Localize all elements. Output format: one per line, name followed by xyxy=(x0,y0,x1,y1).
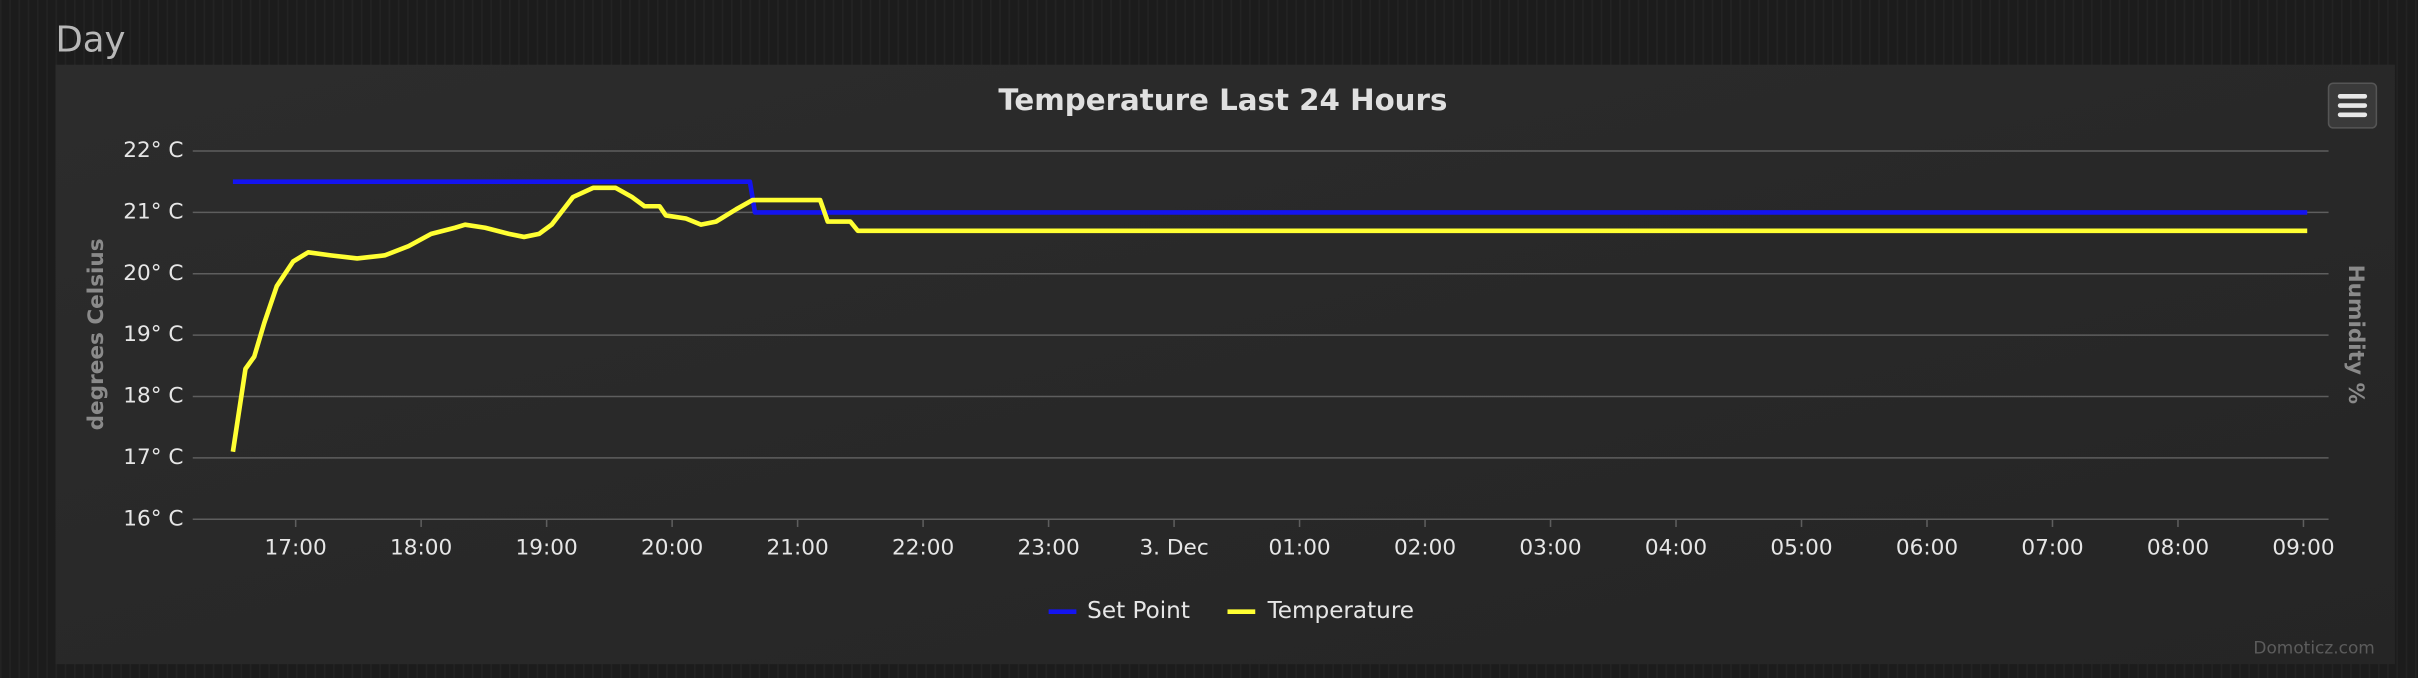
series-line xyxy=(232,179,2308,215)
x-tick-label: 17:00 xyxy=(265,536,327,561)
credit: Domoticz.com xyxy=(2253,638,2374,658)
x-tick-label: 01:00 xyxy=(1268,536,1330,561)
y-tick-label: 22° C xyxy=(123,138,183,163)
section-title: Day xyxy=(56,20,126,61)
menu-icon-bar xyxy=(2337,112,2368,118)
menu-icon-bar xyxy=(2337,93,2368,99)
x-tick-label: 03:00 xyxy=(1519,536,1581,561)
menu-icon-bar xyxy=(2337,103,2368,108)
x-tick-label: 09:00 xyxy=(2272,536,2334,561)
series-line xyxy=(230,185,2308,453)
x-tick-label: 21:00 xyxy=(767,536,829,561)
legend-label: Set Point xyxy=(1087,598,1190,624)
y-axis-title: degrees Celsius xyxy=(84,238,109,430)
plot: 16° C 17° C 18° C 19° C 20° C 21° C 22° C 17:00… xyxy=(123,138,2334,624)
chart-panel xyxy=(55,64,2395,665)
y-tick-label: 20° C xyxy=(123,261,183,286)
y-tick-label: 21° C xyxy=(123,199,183,224)
y-tick-label: 19° C xyxy=(123,322,183,347)
x-tick-label: 18:00 xyxy=(390,536,452,561)
y-tick-label: 17° C xyxy=(123,445,183,470)
x-tick-label: 04:00 xyxy=(1645,536,1707,561)
x-tick-label: 3. Dec xyxy=(1139,536,1208,561)
x-tick-label: 22:00 xyxy=(892,536,954,561)
x-tick-label: 19:00 xyxy=(516,536,578,561)
legend-label: Temperature xyxy=(1267,598,1414,624)
x-tick-label: 20:00 xyxy=(641,536,703,561)
y-tick-label: 16° C xyxy=(123,506,183,531)
x-tick-label: 07:00 xyxy=(2021,536,2083,561)
menu-button[interactable] xyxy=(2327,82,2378,129)
x-tick-label: 23:00 xyxy=(1017,536,1079,561)
y2-axis-title: Humidity % xyxy=(2343,265,2368,405)
x-tick-label: 02:00 xyxy=(1394,536,1456,561)
x-tick-label: 08:00 xyxy=(2147,536,2209,561)
chart-title: Temperature Last 24 Hours xyxy=(998,83,1447,117)
x-tick-label: 06:00 xyxy=(1896,536,1958,561)
x-tick-label: 05:00 xyxy=(1770,536,1832,561)
y-tick-label: 18° C xyxy=(123,384,183,409)
